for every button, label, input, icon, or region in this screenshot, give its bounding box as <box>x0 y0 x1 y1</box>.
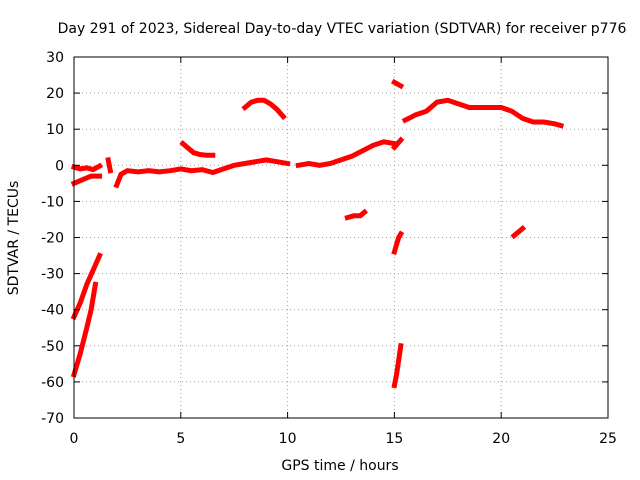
data-series-seg13 <box>391 230 405 255</box>
data-series-seg12 <box>390 78 405 90</box>
data-series-seg10 <box>241 97 287 121</box>
data-series-seg15 <box>401 97 565 129</box>
data-series-seg4 <box>70 252 103 321</box>
x-tick-label: 10 <box>279 431 297 447</box>
x-tick-label: 20 <box>492 431 510 447</box>
data-series-seg1 <box>70 162 104 173</box>
y-tick-labels: -70 -60 -50 -40 -30 -20 -10 0 10 20 30 <box>41 50 64 427</box>
data-series-seg7 <box>295 139 398 169</box>
x-tick-labels: 0 5 10 15 20 25 <box>70 431 617 447</box>
y-tick-label: 30 <box>46 50 64 66</box>
x-tick-label: 5 <box>176 431 185 447</box>
data-series-seg3 <box>105 156 114 174</box>
data-series-seg9 <box>179 140 216 158</box>
data-series-seg2 <box>70 173 103 187</box>
data-series-seg16 <box>510 224 527 240</box>
x-tick-label: 15 <box>385 431 403 447</box>
data-series-seg6 <box>113 157 291 189</box>
y-tick-label: -40 <box>41 303 64 319</box>
y-axis-label: SDTVAR / TECUs <box>6 181 22 296</box>
y-tick-label: -50 <box>41 339 64 355</box>
chart-title: Day 291 of 2023, Sidereal Day-to-day VTE… <box>58 21 627 37</box>
axis-ticks <box>73 56 609 419</box>
data-series <box>70 78 565 389</box>
x-tick-label: 25 <box>599 431 617 447</box>
y-tick-label: 0 <box>55 158 64 174</box>
y-tick-label: -10 <box>41 194 64 210</box>
y-tick-label: -30 <box>41 267 64 283</box>
x-tick-label: 0 <box>70 431 79 447</box>
x-axis-label: GPS time / hours <box>281 458 398 474</box>
data-series-seg8 <box>390 136 405 151</box>
y-tick-label: 20 <box>46 86 64 102</box>
y-tick-label: -70 <box>41 411 64 427</box>
y-tick-label: 10 <box>46 122 64 138</box>
y-tick-label: -20 <box>41 231 64 247</box>
y-tick-label: -60 <box>41 375 64 391</box>
data-series-seg14 <box>391 342 404 389</box>
data-series-seg11 <box>344 208 369 221</box>
data-series-seg5 <box>70 281 99 378</box>
grid-lines <box>74 57 608 418</box>
